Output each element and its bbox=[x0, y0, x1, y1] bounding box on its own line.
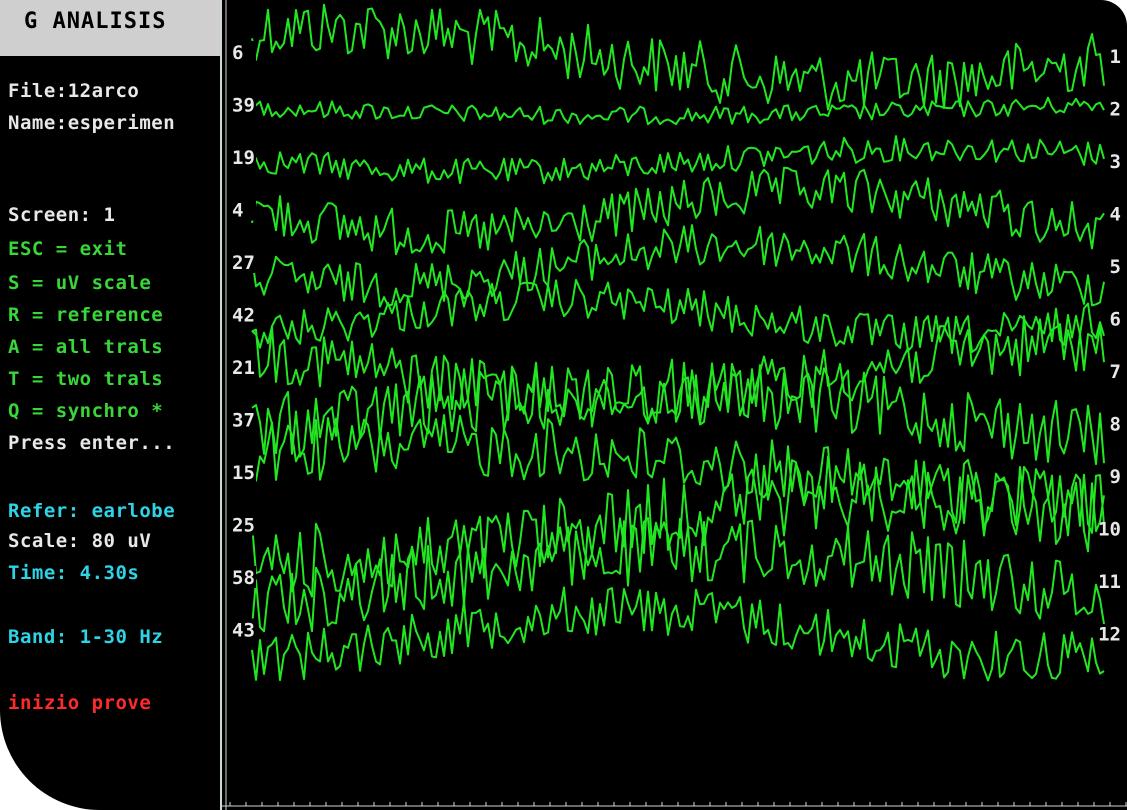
channel-left-label-5: 27 bbox=[232, 252, 255, 274]
eeg-channel-trace-1 bbox=[251, 3, 1105, 111]
left-label-background bbox=[230, 251, 256, 273]
channel-left-label-9: 15 bbox=[232, 462, 255, 484]
channel-left-label-7: 21 bbox=[232, 357, 255, 379]
channel-right-label-7: 7 bbox=[1110, 361, 1121, 383]
channel-left-label-4: 4 bbox=[232, 200, 243, 222]
channel-left-label-8: 37 bbox=[232, 410, 255, 432]
left-label-background bbox=[230, 41, 256, 63]
eeg-channel-trace-11 bbox=[251, 517, 1105, 633]
left-label-background bbox=[230, 618, 256, 641]
left-label-background bbox=[230, 146, 256, 168]
channel-left-label-3: 19 bbox=[232, 147, 255, 169]
name-label: Name:esperimen bbox=[8, 112, 176, 134]
left-label-background bbox=[230, 356, 256, 378]
eeg-channel-trace-8 bbox=[251, 358, 1105, 466]
channel-left-label-1: 6 bbox=[232, 42, 243, 64]
app-title: G ANALISIS bbox=[0, 0, 220, 56]
command-exit[interactable]: ESC = exit bbox=[8, 238, 128, 260]
eeg-channel-trace-2 bbox=[251, 96, 1105, 126]
left-label-background bbox=[230, 93, 256, 116]
channel-right-label-8: 8 bbox=[1110, 414, 1121, 436]
channel-right-label-3: 3 bbox=[1110, 151, 1121, 173]
channel-right-label-12: 12 bbox=[1098, 624, 1121, 646]
channel-right-label-2: 2 bbox=[1110, 99, 1121, 121]
status-message: inizio prove bbox=[8, 692, 152, 714]
channel-left-label-10: 25 bbox=[232, 515, 255, 537]
channel-right-label-4: 4 bbox=[1110, 204, 1121, 226]
command-all-trials[interactable]: A = all trals bbox=[8, 336, 164, 358]
band-value: Band: 1-30 Hz bbox=[8, 626, 164, 648]
reference-value: Refer: earlobe bbox=[8, 500, 176, 522]
eeg-traces: 6 1 39 2 19 3 4 4 27 5 42 6 21 7 37 8 15 9 25 10 58 11 43 12 bbox=[222, 0, 1127, 810]
eeg-channel-trace-9 bbox=[251, 414, 1105, 534]
time-value: Time: 4.30s bbox=[8, 562, 140, 584]
file-label: File:12arco bbox=[8, 80, 140, 102]
channel-left-label-11: 58 bbox=[232, 567, 255, 589]
eeg-channel-trace-3 bbox=[251, 135, 1105, 185]
left-label-background bbox=[230, 461, 256, 483]
command-synchro[interactable]: Q = synchro * bbox=[8, 400, 164, 422]
sidebar: G ANALISIS File:12arco Name:esperimen Sc… bbox=[0, 0, 222, 810]
screen-label: Screen: 1 bbox=[8, 204, 116, 226]
eeg-channel-trace-7 bbox=[251, 315, 1105, 424]
left-label-background bbox=[230, 408, 256, 431]
channel-right-label-9: 9 bbox=[1110, 466, 1121, 488]
channel-right-label-5: 5 bbox=[1110, 256, 1121, 278]
eeg-channel-trace-5 bbox=[251, 224, 1105, 308]
channel-left-label-12: 43 bbox=[232, 620, 255, 642]
scale-value: Scale: 80 uV bbox=[8, 530, 152, 552]
eeg-channel-trace-4 bbox=[251, 166, 1105, 256]
command-uv-scale[interactable]: S = uV scale bbox=[8, 272, 152, 294]
left-label-background bbox=[230, 198, 256, 221]
press-enter-prompt: Press enter... bbox=[8, 432, 176, 454]
channel-left-label-6: 42 bbox=[232, 305, 255, 327]
channel-right-label-6: 6 bbox=[1110, 309, 1121, 331]
channel-right-label-1: 1 bbox=[1110, 46, 1121, 68]
eeg-channel-trace-6 bbox=[251, 278, 1105, 355]
channel-left-label-2: 39 bbox=[232, 95, 255, 117]
channel-right-label-10: 10 bbox=[1098, 519, 1121, 541]
eeg-plot-area: 6 1 39 2 19 3 4 4 27 5 42 6 21 7 37 8 15 9 25 10 58 11 43 12 bbox=[222, 0, 1127, 810]
left-label-background bbox=[230, 513, 256, 536]
left-label-background bbox=[230, 303, 256, 326]
channel-right-label-11: 11 bbox=[1098, 571, 1121, 593]
eeg-channel-trace-12 bbox=[251, 586, 1105, 682]
left-label-background bbox=[230, 566, 256, 588]
command-two-trials[interactable]: T = two trals bbox=[8, 368, 164, 390]
command-reference[interactable]: R = reference bbox=[8, 304, 164, 326]
